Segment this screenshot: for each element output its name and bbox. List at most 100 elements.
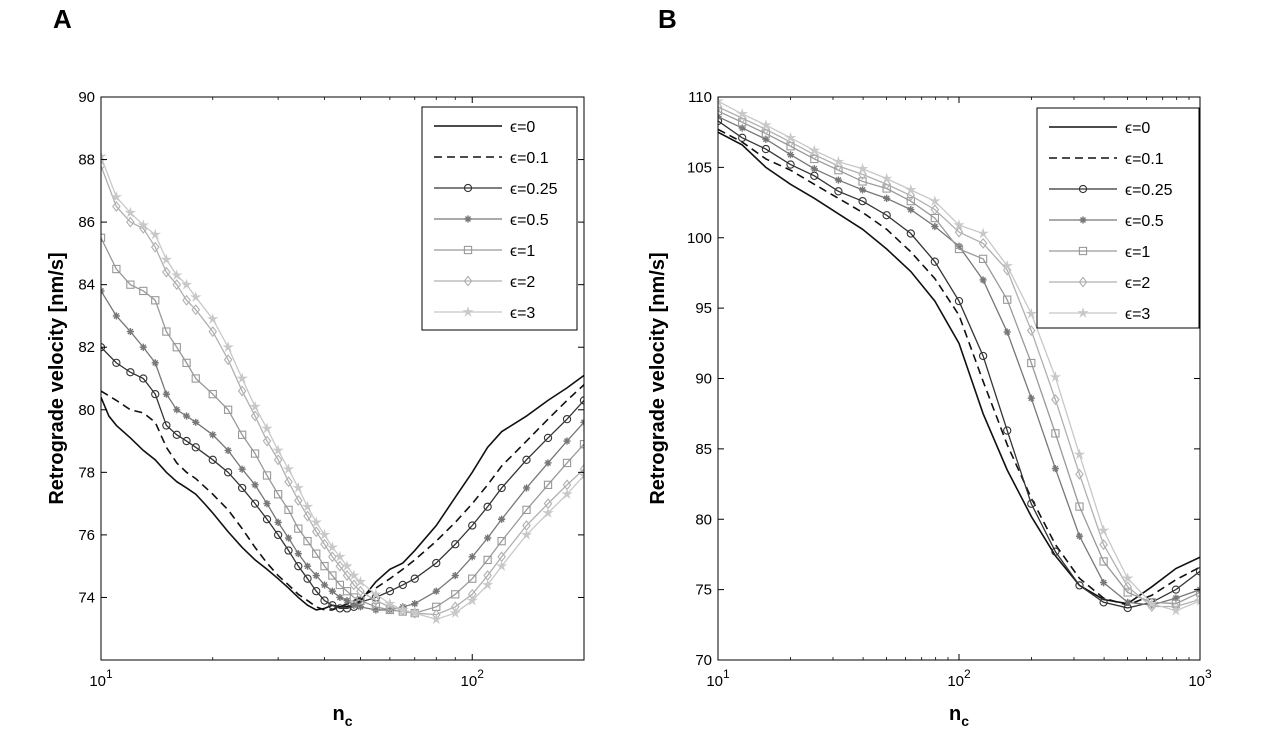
chart-b-svg: B 70 75 80 85 90 95 100 105 110 101 102 103 nc Retrogr… xyxy=(647,4,1212,729)
chart-a-series-5-point xyxy=(126,216,135,228)
chart-b-series-5-point xyxy=(930,204,940,216)
chart-b-legend-marker-6 xyxy=(1077,306,1089,318)
chart-b-plot-area xyxy=(718,97,1200,616)
chart-b-series-4-line xyxy=(718,110,1200,605)
chart-a-series-2-point xyxy=(451,540,460,549)
chart-b-series-2-point xyxy=(1027,499,1036,508)
chart-a-series-3-point xyxy=(411,600,419,608)
chart-a-series-6-point xyxy=(466,594,478,606)
chart-b-legend-label-2: ϵ=0.25 xyxy=(1125,182,1173,199)
chart-a-series-5-point xyxy=(320,538,329,550)
chart-a-series-5-point xyxy=(579,463,584,475)
chart-b-series-3-point xyxy=(738,124,746,132)
chart-a-series-3-point xyxy=(263,500,271,508)
chart-b-series-3-point xyxy=(810,165,818,173)
chart-a-series-5-point xyxy=(250,410,260,422)
chart-a-series-3-point xyxy=(284,534,293,542)
chart-a-series-2-point xyxy=(126,368,135,377)
chart-b-series-4-point xyxy=(954,244,964,254)
chart-b-series-2-point xyxy=(930,257,940,266)
chart-b-series-5-point xyxy=(1051,394,1060,406)
chart-a-y-tick-label: 84 xyxy=(78,277,95,294)
chart-b-y-tick-label: 110 xyxy=(688,89,712,106)
chart-a-series-4-point xyxy=(250,449,260,458)
chart-a-series-5-point xyxy=(371,595,381,607)
chart-b-series-5-point xyxy=(1195,593,1200,605)
chart-a-series-4-point xyxy=(238,430,247,439)
chart-a-series-3-point xyxy=(151,359,159,367)
chart-a-series-6-point xyxy=(326,541,339,553)
chart-b-legend-label-1: ϵ=0.1 xyxy=(1125,151,1164,168)
chart-a-series-4-point xyxy=(139,286,148,296)
chart-b-series-6-point xyxy=(1073,448,1086,460)
chart-panel-a: A 74 76 78 80 82 84 86 88 90 101 102 nc Retrograde ve… xyxy=(0,0,634,742)
chart-a-series-3-point xyxy=(336,593,344,602)
chart-a-series-3-point xyxy=(126,327,134,336)
chart-a-series-6-point xyxy=(137,219,150,231)
chart-b-series-6-point xyxy=(718,97,724,107)
chart-a-series-2-point xyxy=(385,587,395,596)
chart-b-series-2-point xyxy=(834,187,843,196)
chart-a-series-3-point xyxy=(162,390,170,398)
chart-b-series-4-point xyxy=(1123,588,1132,597)
chart-a-series-2-point xyxy=(223,468,233,477)
chart-b-series-4-point xyxy=(1099,557,1108,566)
chart-b-series-3-point xyxy=(931,222,939,231)
chart-a-y-tick-label: 76 xyxy=(78,527,95,544)
chart-a-series-3-point xyxy=(192,418,200,426)
chart-a-series-4-point xyxy=(208,389,217,399)
chart-a-series-6-point xyxy=(222,341,234,353)
chart-a-series-6-point xyxy=(384,597,396,609)
chart-a-series-6-point xyxy=(397,603,409,615)
chart-a-series-6-point xyxy=(495,560,508,572)
chart-a-y-tick-label: 90 xyxy=(78,89,95,106)
chart-a-legend-marker-6 xyxy=(462,305,474,317)
chart-a-series-6-point xyxy=(171,269,183,281)
chart-a-series-5-point xyxy=(284,476,293,488)
chart-a-series-6-point xyxy=(160,253,173,265)
chart-a-legend-marker-2 xyxy=(463,183,473,193)
chart-a-series-2-line xyxy=(101,346,584,610)
chart-a-series-2-point xyxy=(273,530,283,540)
chart-b-series-5-point xyxy=(906,190,916,202)
chart-a-series-6-point xyxy=(334,550,346,562)
chart-b-series-0-line xyxy=(718,131,1200,605)
chart-b-series-2-point xyxy=(978,351,988,361)
chart-b-series-3-point xyxy=(979,276,987,284)
chart-a-series-4-point xyxy=(483,555,492,565)
chart-a-series-2-point xyxy=(112,358,121,368)
chart-a-series-6-point xyxy=(542,506,554,518)
chart-b-series-2-point xyxy=(882,211,891,220)
chart-a-series-3-point xyxy=(294,550,302,558)
chart-a-series-4-point xyxy=(497,536,506,546)
chart-a-series-5-point xyxy=(237,385,247,397)
chart-a-series-4-point xyxy=(112,264,121,274)
chart-b-series-5-point xyxy=(718,101,723,113)
chart-b-x-tick-label: 101 xyxy=(706,667,730,690)
chart-a-series-3-point xyxy=(224,446,232,455)
chart-b-series-5-point xyxy=(1099,539,1108,551)
chart-b-legend-label-6: ϵ=3 xyxy=(1125,306,1150,323)
chart-a-series-6-point xyxy=(370,588,382,600)
chart-a-series-2-point xyxy=(151,389,160,399)
chart-a-series-6-point xyxy=(110,191,123,202)
chart-b-series-6-point xyxy=(1097,524,1110,536)
chart-b-legend-marker-2 xyxy=(1078,184,1088,194)
chart-a-series-3-point xyxy=(432,587,440,595)
chart-a-series-2-point xyxy=(483,502,492,511)
chart-b-series-3-point xyxy=(1051,464,1060,473)
chart-a-series-3-point xyxy=(303,562,312,570)
chart-b-series-4-point xyxy=(1051,429,1060,438)
chart-a-legend-label-0: ϵ=0 xyxy=(510,119,535,136)
chart-a-series-2-point xyxy=(139,374,148,383)
chart-b-legend-label-5: ϵ=2 xyxy=(1125,275,1150,292)
chart-b-series-6-point xyxy=(953,219,965,230)
chart-a-series-4-point xyxy=(162,327,171,336)
chart-b-series-2-point xyxy=(1195,567,1200,576)
chart-a-series-4-point xyxy=(284,505,293,515)
chart-a-series-2-point xyxy=(162,421,171,430)
chart-b-series-1-line xyxy=(718,128,1200,606)
chart-a-y-tick-label: 86 xyxy=(78,214,95,231)
chart-a-y-tick-label: 88 xyxy=(78,152,95,169)
chart-b-series-6-point xyxy=(736,107,748,119)
